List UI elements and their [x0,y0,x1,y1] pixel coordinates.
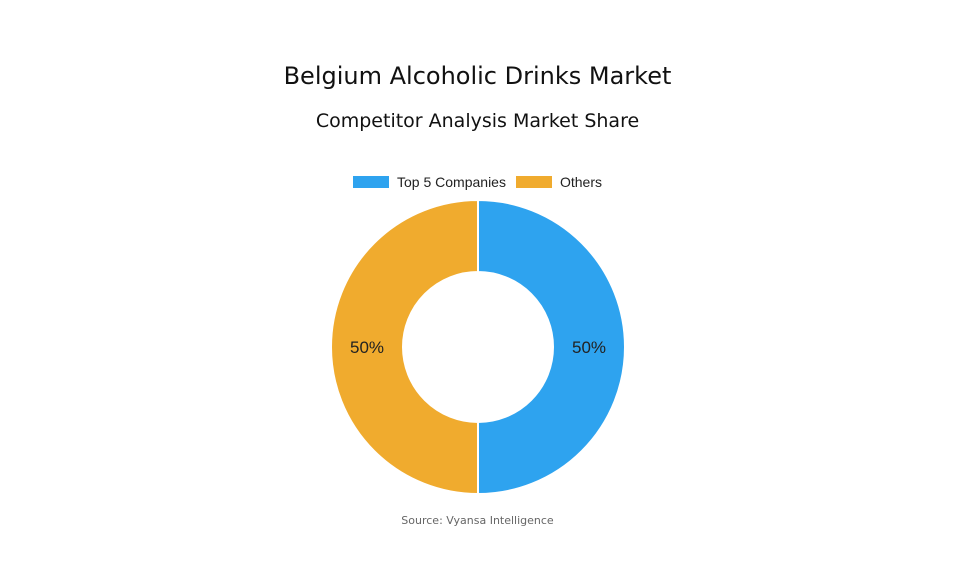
legend-label-others: Others [559,174,602,190]
legend-item-others[interactable]: Others [515,174,602,190]
legend: Top 5 Companies Others [0,174,955,190]
chart-subtitle: Competitor Analysis Market Share [315,110,640,132]
legend-swatch-others [515,176,552,188]
legend-label-top5: Top 5 Companies [397,174,506,190]
legend-swatch-top5 [353,176,390,188]
source-note: Source: Vyansa Intelligence [401,514,554,527]
data-label-others: 50% [350,338,384,357]
chart-title: Belgium Alcoholic Drinks Market [283,62,672,90]
slice-top-5-companies[interactable] [477,198,626,496]
legend-item-top5[interactable]: Top 5 Companies [353,174,506,190]
slice-others[interactable] [330,198,479,496]
data-label-top-5-companies: 50% [572,338,606,357]
